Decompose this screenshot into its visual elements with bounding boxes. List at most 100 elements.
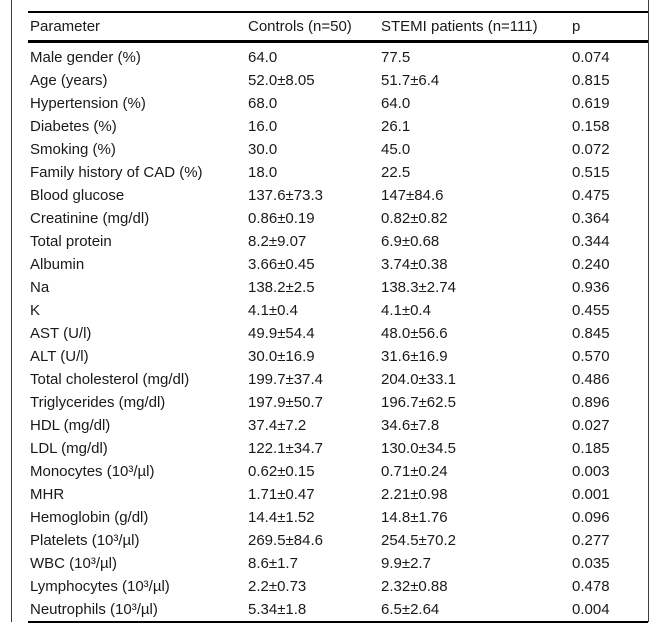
p-value-cell: 0.027	[572, 417, 610, 434]
controls-value-cell: 4.1±0.4	[248, 302, 298, 319]
parameter-cell: Hypertension (%)	[30, 95, 146, 112]
controls-value-cell: 122.1±34.7	[248, 440, 323, 457]
stemi-value-cell: 48.0±56.6	[381, 325, 448, 342]
parameter-cell: AST (U/l)	[30, 325, 92, 342]
controls-value-cell: 199.7±37.4	[248, 371, 323, 388]
parameter-cell: Male gender (%)	[30, 49, 141, 66]
table-right-frame-line	[648, 0, 649, 622]
p-value-cell: 0.003	[572, 463, 610, 480]
parameter-cell: Total cholesterol (mg/dl)	[30, 371, 190, 388]
stemi-value-cell: 2.21±0.98	[381, 486, 448, 503]
table-row: HDL (mg/dl) 37.4±7.2 34.6±7.8 0.027	[30, 414, 644, 437]
parameter-cell: Hemoglobin (g/dl)	[30, 509, 149, 526]
p-value-cell: 0.364	[572, 210, 610, 227]
parameter-cell: Diabetes (%)	[30, 118, 117, 135]
table-row: Triglycerides (mg/dl) 197.9±50.7 196.7±62.…	[30, 391, 644, 414]
stemi-value-cell: 2.32±0.88	[381, 578, 448, 595]
p-value-cell: 0.096	[572, 509, 610, 526]
stemi-value-cell: 6.9±0.68	[381, 233, 440, 250]
table-row: Na 138.2±2.5 138.3±2.74 0.936	[30, 276, 644, 299]
stemi-value-cell: 77.5	[381, 49, 411, 66]
table-row: Family history of CAD (%) 18.0 22.5 0.515	[30, 161, 644, 184]
p-value-cell: 0.001	[572, 486, 610, 503]
parameter-cell: Na	[30, 279, 50, 296]
parameter-cell: Creatinine (mg/dl)	[30, 210, 150, 227]
p-value-cell: 0.478	[572, 578, 610, 595]
p-value-cell: 0.936	[572, 279, 610, 296]
p-value-cell: 0.845	[572, 325, 610, 342]
controls-value-cell: 0.86±0.19	[248, 210, 315, 227]
column-header-stemi-patients: STEMI patients (n=111)	[381, 17, 538, 35]
p-value-cell: 0.185	[572, 440, 610, 457]
table-row: Creatinine (mg/dl) 0.86±0.19 0.82±0.82 0.36…	[30, 207, 644, 230]
table-row: Platelets (10³/µl) 269.5±84.6 254.5±70.2 0.…	[30, 529, 644, 552]
parameter-cell: Total protein	[30, 233, 112, 250]
parameter-cell: Albumin	[30, 256, 85, 273]
table-row: ALT (U/l) 30.0±16.9 31.6±16.9 0.570	[30, 345, 644, 368]
p-value-cell: 0.570	[572, 348, 610, 365]
stemi-value-cell: 130.0±34.5	[381, 440, 456, 457]
controls-value-cell: 137.6±73.3	[248, 187, 323, 204]
p-value-cell: 0.896	[572, 394, 610, 411]
column-header-controls: Controls (n=50)	[248, 17, 352, 35]
p-value-cell: 0.475	[572, 187, 610, 204]
stemi-value-cell: 26.1	[381, 118, 411, 135]
table-row: Monocytes (10³/µl) 0.62±0.15 0.71±0.24 0.00…	[30, 460, 644, 483]
parameter-cell: HDL (mg/dl)	[30, 417, 111, 434]
stemi-value-cell: 34.6±7.8	[381, 417, 440, 434]
p-value-cell: 0.158	[572, 118, 610, 135]
controls-value-cell: 68.0	[248, 95, 278, 112]
table-row: Smoking (%) 30.0 45.0 0.072	[30, 138, 644, 161]
table-row: Age (years) 52.0±8.05 51.7±6.4 0.815	[30, 69, 644, 92]
parameter-cell: Family history of CAD (%)	[30, 164, 203, 181]
parameter-cell: Blood glucose	[30, 187, 125, 204]
table-row: WBC (10³/µl) 8.6±1.7 9.9±2.7 0.035	[30, 552, 644, 575]
table-body: Male gender (%) 64.0 77.5 0.074 Age (years) 5…	[30, 46, 644, 621]
p-value-cell: 0.004	[572, 601, 610, 618]
controls-value-cell: 269.5±84.6	[248, 532, 323, 549]
controls-value-cell: 8.2±9.07	[248, 233, 307, 250]
table-header-row: Parameter Controls (n=50) STEMI patients…	[30, 13, 644, 39]
controls-value-cell: 5.34±1.8	[248, 601, 307, 618]
p-value-cell: 0.486	[572, 371, 610, 388]
table-row: Neutrophils (10³/µl) 5.34±1.8 6.5±2.64 0.00…	[30, 598, 644, 621]
stemi-value-cell: 3.74±0.38	[381, 256, 448, 273]
table-row: MHR 1.71±0.47 2.21±0.98 0.001	[30, 483, 644, 506]
controls-value-cell: 2.2±0.73	[248, 578, 307, 595]
stemi-value-cell: 6.5±2.64	[381, 601, 440, 618]
p-value-cell: 0.455	[572, 302, 610, 319]
stemi-value-cell: 9.9±2.7	[381, 555, 431, 572]
stemi-value-cell: 4.1±0.4	[381, 302, 431, 319]
stemi-value-cell: 0.82±0.82	[381, 210, 448, 227]
table-header-divider-rule	[28, 40, 648, 43]
parameter-cell: Smoking (%)	[30, 141, 116, 158]
controls-value-cell: 1.71±0.47	[248, 486, 315, 503]
table-row: Albumin 3.66±0.45 3.74±0.38 0.240	[30, 253, 644, 276]
controls-value-cell: 3.66±0.45	[248, 256, 315, 273]
controls-value-cell: 0.62±0.15	[248, 463, 315, 480]
stemi-value-cell: 196.7±62.5	[381, 394, 456, 411]
stemi-value-cell: 22.5	[381, 164, 411, 181]
parameter-cell: K	[30, 302, 41, 319]
p-value-cell: 0.277	[572, 532, 610, 549]
parameter-cell: Lymphocytes (10³/µl)	[30, 578, 170, 595]
table-row: Hemoglobin (g/dl) 14.4±1.52 14.8±1.76 0.096	[30, 506, 644, 529]
parameter-cell: Triglycerides (mg/dl)	[30, 394, 166, 411]
stemi-value-cell: 14.8±1.76	[381, 509, 448, 526]
p-value-cell: 0.619	[572, 95, 610, 112]
stemi-value-cell: 138.3±2.74	[381, 279, 456, 296]
stemi-value-cell: 31.6±16.9	[381, 348, 448, 365]
controls-value-cell: 64.0	[248, 49, 278, 66]
parameter-cell: WBC (10³/µl)	[30, 555, 117, 572]
table-row: Total cholesterol (mg/dl) 199.7±37.4 204.0…	[30, 368, 644, 391]
parameter-cell: Neutrophils (10³/µl)	[30, 601, 158, 618]
parameter-cell: Platelets (10³/µl)	[30, 532, 140, 549]
controls-value-cell: 8.6±1.7	[248, 555, 298, 572]
table-row: Total protein 8.2±9.07 6.9±0.68 0.344	[30, 230, 644, 253]
parameter-cell: Age (years)	[30, 72, 108, 89]
stemi-value-cell: 0.71±0.24	[381, 463, 448, 480]
table-bottom-rule	[28, 621, 648, 623]
p-value-cell: 0.815	[572, 72, 610, 89]
controls-value-cell: 138.2±2.5	[248, 279, 315, 296]
controls-value-cell: 18.0	[248, 164, 278, 181]
